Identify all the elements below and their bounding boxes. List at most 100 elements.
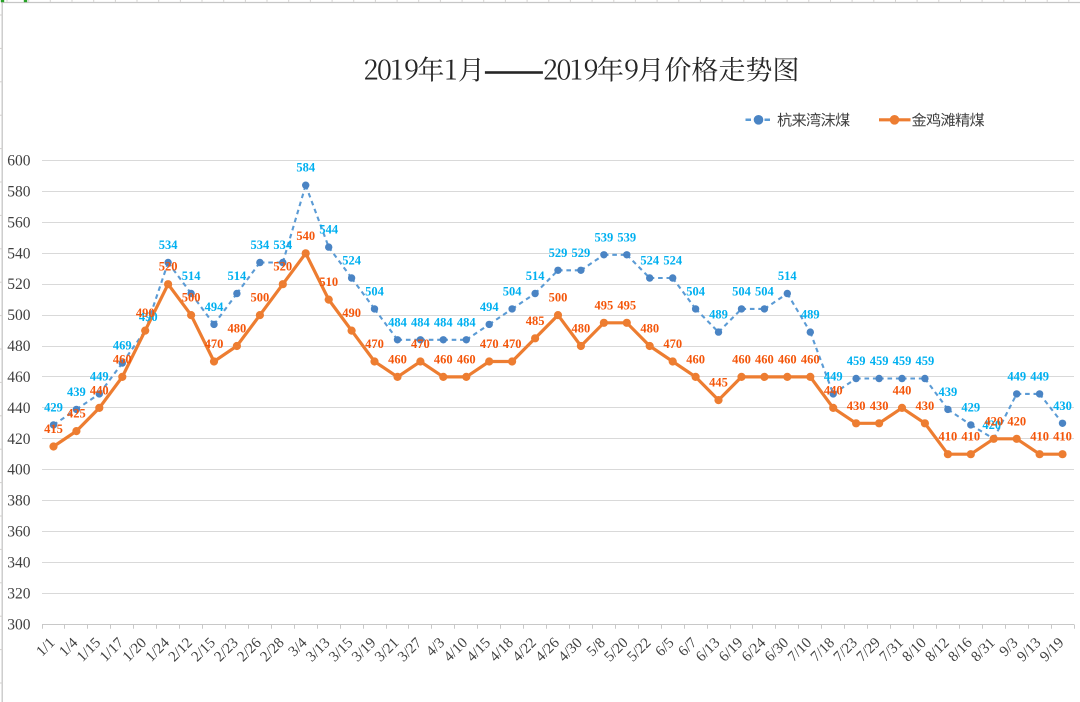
svg-text:420: 420 [982,418,1001,432]
svg-text:440: 440 [824,383,843,397]
svg-text:495: 495 [617,298,636,312]
svg-text:500: 500 [182,291,201,305]
svg-text:449: 449 [1007,369,1026,383]
svg-text:504: 504 [686,284,706,298]
svg-text:600: 600 [7,153,31,170]
svg-text:480: 480 [572,322,591,336]
svg-text:490: 490 [136,306,155,320]
svg-text:539: 539 [595,230,614,244]
svg-text:430: 430 [916,399,935,413]
svg-text:440: 440 [7,400,31,417]
svg-text:534: 534 [159,238,179,252]
svg-text:469: 469 [113,339,132,353]
svg-text:430: 430 [870,399,889,413]
svg-text:514: 514 [182,269,202,283]
svg-text:410: 410 [1053,430,1072,444]
svg-text:460: 460 [113,352,132,366]
svg-text:400: 400 [7,462,31,479]
svg-text:459: 459 [847,354,866,368]
svg-text:440: 440 [893,383,912,397]
svg-text:459: 459 [916,354,935,368]
svg-text:470: 470 [480,337,499,351]
svg-text:484: 484 [457,315,477,329]
svg-text:410: 410 [1030,430,1049,444]
svg-text:480: 480 [640,322,659,336]
svg-text:340: 340 [7,555,31,572]
svg-text:529: 529 [549,246,568,260]
svg-text:460: 460 [801,352,820,366]
svg-text:539: 539 [617,230,636,244]
svg-text:439: 439 [67,385,86,399]
svg-text:470: 470 [503,337,522,351]
svg-text:420: 420 [984,414,1003,428]
svg-text:470: 470 [365,337,384,351]
svg-text:360: 360 [7,524,31,541]
svg-text:514: 514 [778,269,798,283]
svg-text:494: 494 [480,300,500,314]
svg-text:420: 420 [1007,414,1026,428]
svg-text:490: 490 [342,306,361,320]
svg-text:540: 540 [296,229,315,243]
svg-text:420: 420 [7,431,31,448]
svg-text:514: 514 [228,269,248,283]
svg-text:534: 534 [251,238,271,252]
svg-text:510: 510 [319,275,338,289]
svg-text:504: 504 [755,284,775,298]
svg-text:459: 459 [870,354,889,368]
svg-text:460: 460 [755,352,774,366]
svg-text:529: 529 [572,246,591,260]
svg-text:300: 300 [7,616,31,633]
svg-text:520: 520 [7,276,31,293]
svg-text:484: 484 [388,315,408,329]
svg-text:429: 429 [961,400,980,414]
svg-text:490: 490 [139,310,158,324]
svg-text:470: 470 [663,337,682,351]
svg-text:449: 449 [824,369,843,383]
svg-text:485: 485 [526,314,545,328]
svg-text:480: 480 [228,322,247,336]
svg-text:460: 460 [7,369,31,386]
svg-text:449: 449 [1030,369,1049,383]
svg-text:524: 524 [342,254,362,268]
svg-text:449: 449 [90,369,109,383]
svg-text:489: 489 [801,308,820,322]
svg-text:460: 460 [686,352,705,366]
svg-text:484: 484 [434,315,454,329]
svg-text:460: 460 [778,352,797,366]
svg-text:524: 524 [663,254,683,268]
svg-text:524: 524 [640,254,660,268]
svg-text:544: 544 [319,223,339,237]
svg-text:494: 494 [205,300,225,314]
svg-text:445: 445 [709,376,728,390]
svg-text:410: 410 [961,430,980,444]
svg-text:514: 514 [526,269,546,283]
svg-text:500: 500 [7,307,31,324]
svg-text:500: 500 [251,291,270,305]
svg-text:430: 430 [1053,399,1072,413]
svg-text:580: 580 [7,183,31,200]
svg-text:380: 380 [7,493,31,510]
svg-text:410: 410 [939,430,958,444]
svg-text:459: 459 [893,354,912,368]
svg-text:460: 460 [457,352,476,366]
svg-text:540: 540 [7,245,31,262]
svg-text:504: 504 [732,284,752,298]
svg-text:320: 320 [7,585,31,602]
svg-text:489: 489 [709,308,728,322]
svg-text:560: 560 [7,214,31,231]
svg-text:500: 500 [549,291,568,305]
svg-text:584: 584 [296,161,316,175]
svg-text:484: 484 [411,315,431,329]
svg-text:425: 425 [67,407,86,421]
svg-text:470: 470 [205,337,224,351]
svg-text:439: 439 [939,385,958,399]
svg-text:504: 504 [365,284,385,298]
svg-text:520: 520 [273,260,292,274]
svg-text:460: 460 [434,352,453,366]
svg-text:495: 495 [595,298,614,312]
svg-text:534: 534 [273,238,293,252]
svg-text:480: 480 [7,338,31,355]
svg-text:460: 460 [732,352,751,366]
svg-text:440: 440 [90,383,109,397]
svg-text:460: 460 [388,352,407,366]
